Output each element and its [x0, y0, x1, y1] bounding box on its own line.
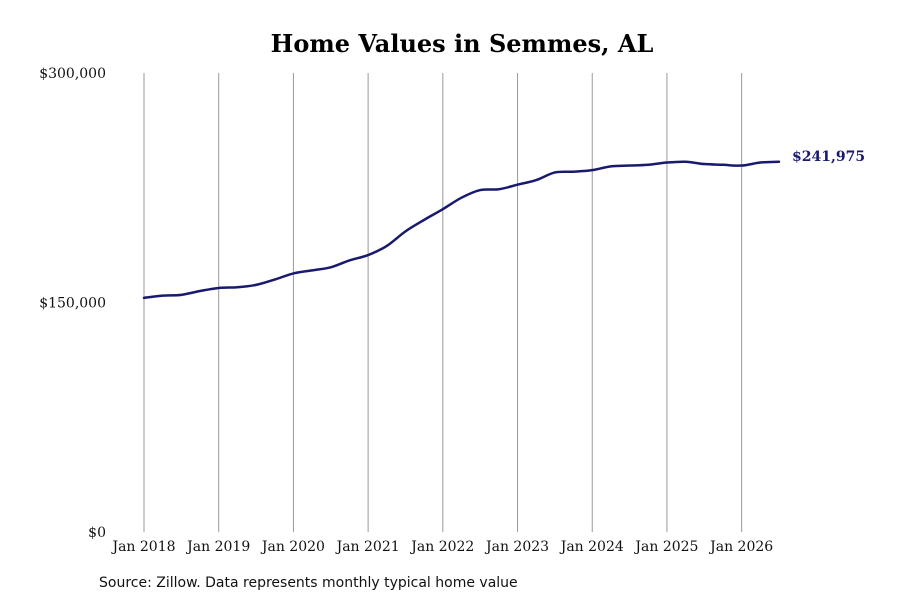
x-tick-label: Jan 2022 — [409, 539, 474, 555]
series-line-home-value — [142, 160, 781, 300]
y-tick-label: $0 — [88, 525, 106, 541]
x-tick-label: Jan 2020 — [260, 539, 325, 555]
y-tick-label: $300,000 — [39, 66, 106, 82]
x-tick-label: Jan 2021 — [335, 539, 400, 555]
y-tick-label: $150,000 — [39, 296, 106, 312]
x-tick-label: Jan 2023 — [484, 539, 549, 555]
x-tick-label: Jan 2025 — [633, 539, 698, 555]
chart-title: Home Values in Semmes, AL — [271, 29, 654, 58]
vertical-gridlines — [143, 73, 743, 532]
y-axis-tick-labels: $0 $150,000 $300,000 — [39, 66, 106, 541]
x-tick-label: Jan 2024 — [559, 539, 624, 555]
end-value-label: $241,975 — [792, 149, 865, 165]
x-tick-label: Jan 2018 — [110, 539, 175, 555]
x-tick-label: Jan 2019 — [185, 539, 250, 555]
x-axis-tick-labels: Jan 2018 Jan 2019 Jan 2020 Jan 2021 Jan 2022… — [110, 539, 773, 555]
source-note: Source: Zillow. Data represents monthly … — [99, 575, 518, 591]
x-tick-label: Jan 2026 — [708, 539, 773, 555]
